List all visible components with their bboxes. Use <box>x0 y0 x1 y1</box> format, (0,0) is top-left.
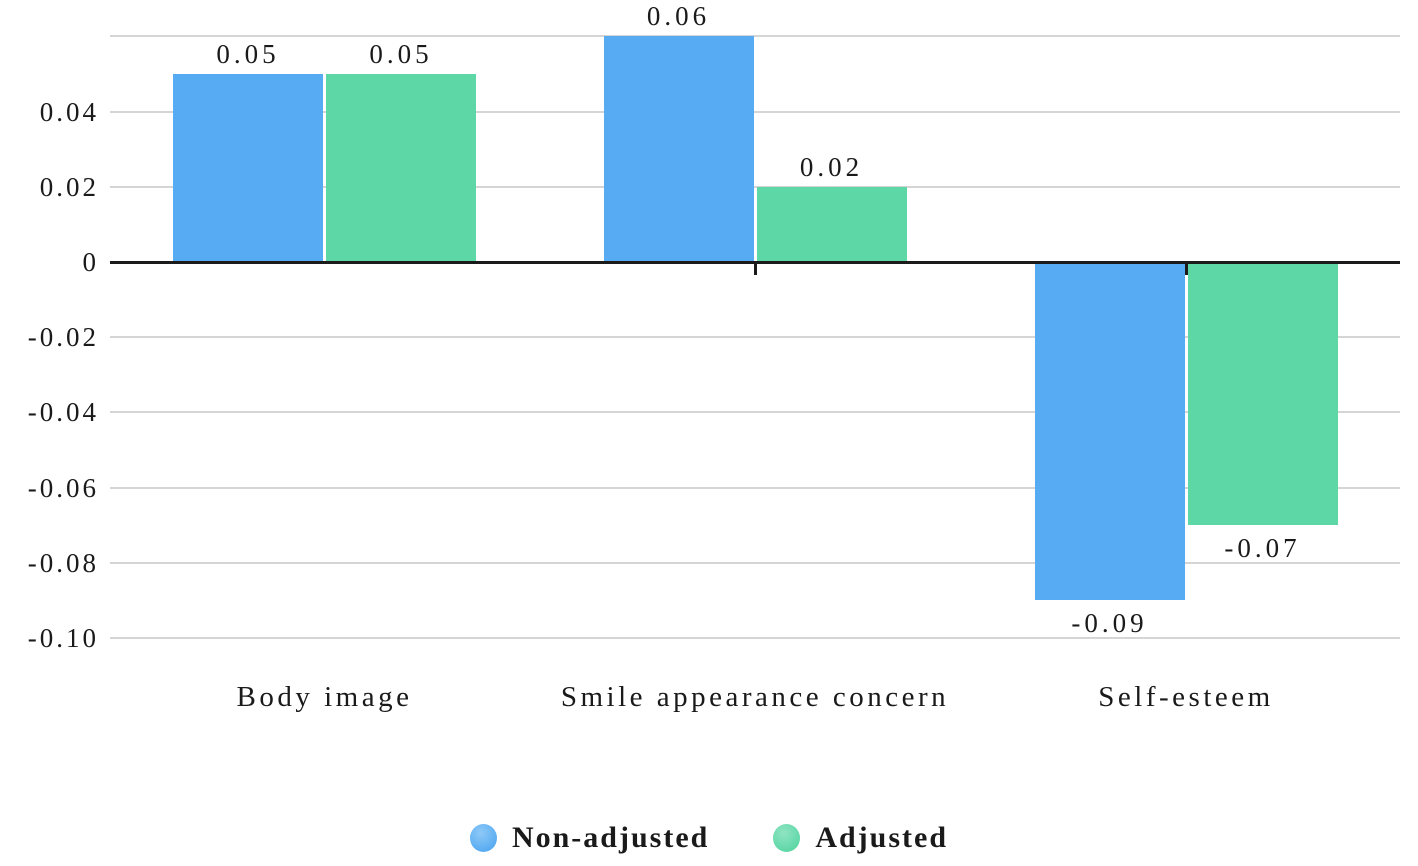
bar-adjusted <box>1187 262 1338 526</box>
legend-label-adjusted: Adjusted <box>815 821 949 854</box>
bar-value-label: -0.09 <box>1071 608 1148 639</box>
bar-adjusted <box>756 186 907 262</box>
y-axis-tick-label: -0.10 <box>27 623 99 653</box>
bar-non-adjusted <box>603 36 754 262</box>
y-axis-tick-label: 0.04 <box>39 96 99 127</box>
bar-value-label: 0.02 <box>799 151 864 182</box>
gridline <box>110 185 1400 188</box>
y-axis-tick-label: -0.08 <box>27 547 99 578</box>
gridline <box>110 35 1400 38</box>
legend: Non-adjusted Adjusted <box>0 820 1418 856</box>
bar-value-label: 0.05 <box>369 39 433 69</box>
gridline <box>110 110 1400 113</box>
bar-adjusted <box>326 74 476 262</box>
gridline <box>110 637 1400 639</box>
gridline <box>110 336 1400 339</box>
y-axis-tick-label: -0.02 <box>27 322 99 353</box>
bar-value-label: -0.07 <box>1224 533 1301 564</box>
gridline <box>110 411 1400 414</box>
legend-label-non-adjusted: Non-adjusted <box>511 821 710 854</box>
x-axis-tick <box>1184 262 1188 275</box>
legend-item-non-adjusted: Non-adjusted <box>469 820 710 856</box>
category-label: Smile appearance concern <box>560 681 950 713</box>
y-axis-tick-label: 0.02 <box>39 171 99 202</box>
legend-swatch-circle-icon <box>773 824 801 852</box>
category-label: Body image <box>236 681 413 713</box>
bar-non-adjusted <box>1034 262 1185 601</box>
bar-non-adjusted <box>173 74 323 262</box>
gridline <box>110 561 1400 564</box>
bar-value-label: 0.05 <box>216 39 280 69</box>
gridline <box>110 486 1400 489</box>
y-axis-tick-label: -0.06 <box>27 472 99 503</box>
bar-value-label: 0.06 <box>646 1 711 32</box>
legend-swatch-circle-icon <box>469 824 497 852</box>
x-axis-tick <box>753 262 757 275</box>
legend-item-adjusted: Adjusted <box>773 820 948 856</box>
y-axis-tick-label: -0.04 <box>27 397 99 428</box>
category-label: Self-esteem <box>1098 681 1274 713</box>
y-axis-tick-label: 0 <box>82 247 99 277</box>
